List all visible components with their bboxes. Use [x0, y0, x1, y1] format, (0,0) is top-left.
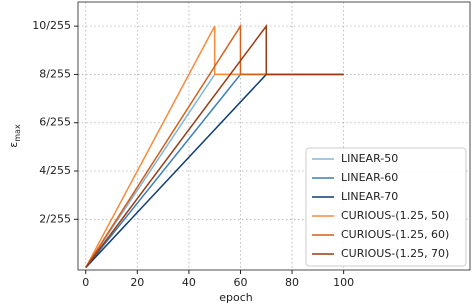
series-line: [85, 25, 344, 268]
y-tick-label: 6/255: [39, 116, 71, 129]
y-axis-symbol: ε: [7, 142, 20, 148]
x-tick-label: 0: [82, 276, 89, 289]
legend-label: CURIOUS-(1.25, 70): [341, 247, 449, 260]
x-tick-label: 40: [182, 276, 196, 289]
legend-label: LINEAR-50: [341, 152, 398, 165]
x-tick-label: 100: [333, 276, 354, 289]
legend-label: LINEAR-70: [341, 190, 398, 203]
x-tick-label: 60: [233, 276, 247, 289]
y-axis-subscript: max: [13, 124, 22, 142]
y-tick-label: 8/255: [39, 67, 71, 80]
legend-box: [305, 147, 467, 267]
legend-label: CURIOUS-(1.25, 60): [341, 228, 449, 241]
legend-label: CURIOUS-(1.25, 50): [341, 209, 449, 222]
x-tick-label: 80: [285, 276, 299, 289]
y-axis-label: εmax: [7, 124, 22, 148]
y-tick-label: 10/255: [32, 19, 71, 32]
y-tick-label: 2/255: [39, 212, 71, 225]
x-axis-label: epoch: [219, 291, 253, 304]
legend-label: LINEAR-60: [341, 171, 398, 184]
plot-frame: [77, 1, 471, 271]
y-tick-label: 4/255: [39, 164, 71, 177]
series-line: [85, 23, 344, 269]
x-tick-label: 20: [130, 276, 144, 289]
